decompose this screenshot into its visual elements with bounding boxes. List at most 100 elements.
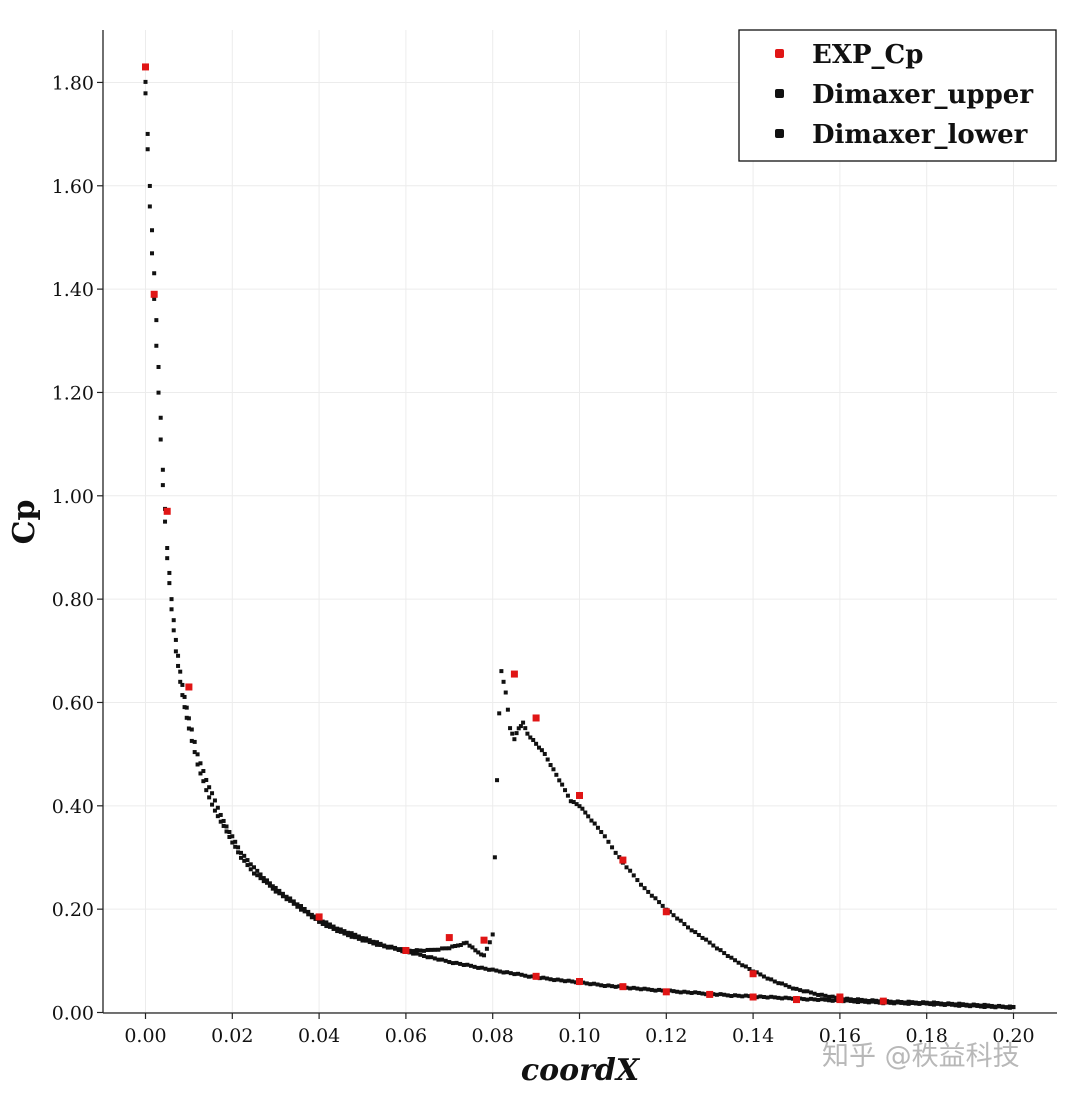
upper-point: [497, 711, 502, 716]
upper-point: [364, 936, 369, 941]
upper-point: [473, 948, 478, 953]
lower-point: [657, 987, 662, 992]
upper-point: [242, 853, 247, 858]
lower-point: [978, 1004, 983, 1009]
upper-point: [557, 778, 562, 783]
lower-point: [541, 975, 546, 980]
lower-point: [700, 991, 705, 996]
upper-point: [273, 885, 278, 890]
upper-point: [606, 839, 611, 844]
upper-point: [210, 791, 215, 796]
upper-point: [521, 720, 526, 725]
lower-point: [986, 1004, 991, 1009]
upper-point: [548, 763, 553, 768]
exp-point: [532, 714, 540, 722]
upper-point: [192, 739, 197, 744]
upper-point: [252, 865, 256, 870]
lower-point: [624, 985, 629, 990]
lower-point: [432, 956, 437, 961]
upper-point: [729, 955, 734, 960]
lower-point: [975, 1003, 980, 1008]
lower-point: [288, 898, 293, 903]
upper-point: [331, 924, 336, 929]
lower-point: [906, 1001, 911, 1006]
exp-point: [749, 970, 757, 978]
lower-point: [642, 986, 647, 991]
lower-point: [479, 965, 484, 970]
lower-point: [552, 978, 557, 983]
upper-point: [152, 271, 157, 276]
lower-point: [454, 960, 459, 965]
lower-point: [150, 251, 155, 256]
x-axis-title: coordX: [521, 1053, 641, 1088]
upper-point: [617, 855, 622, 860]
lower-point: [418, 952, 423, 957]
x-tick-label: 0.02: [211, 1025, 253, 1047]
lower-point: [743, 993, 748, 998]
y-tick-label: 0.40: [52, 796, 94, 818]
lower-point: [874, 1000, 879, 1005]
lower-point: [855, 1000, 860, 1005]
upper-point: [671, 913, 676, 918]
lower-point: [295, 904, 300, 909]
upper-point: [374, 940, 379, 945]
lower-point: [884, 1000, 889, 1005]
upper-point: [906, 999, 911, 1004]
lower-point: [816, 997, 821, 1002]
upper-point: [733, 958, 738, 963]
lower-point: [1011, 1004, 1016, 1009]
upper-point: [696, 932, 701, 937]
lower-point: [559, 978, 564, 983]
lower-point: [801, 997, 806, 1002]
lower-point: [184, 715, 189, 720]
lower-point: [718, 992, 723, 997]
upper-point: [150, 228, 155, 233]
lower-point: [230, 840, 235, 845]
lower-point: [870, 999, 875, 1004]
lower-point: [512, 972, 517, 977]
upper-point: [288, 896, 293, 901]
lower-point: [227, 835, 232, 840]
lower-point: [722, 992, 727, 997]
upper-point: [189, 727, 194, 732]
exp-point: [749, 993, 757, 1001]
lower-point: [989, 1004, 994, 1009]
upper-point: [182, 694, 187, 699]
upper-point: [583, 810, 588, 815]
lower-point: [537, 976, 542, 981]
lower-point: [523, 973, 528, 978]
y-tick-label: 1.20: [52, 382, 94, 404]
lower-point: [548, 977, 553, 982]
lower-point: [617, 984, 622, 989]
upper-point: [736, 960, 741, 965]
lower-point: [704, 992, 709, 997]
upper-point: [291, 899, 296, 904]
upper-point: [707, 940, 712, 945]
lower-point: [389, 945, 394, 950]
upper-point: [418, 948, 423, 953]
lower-point: [827, 998, 832, 1003]
lower-point: [425, 955, 430, 960]
upper-point: [649, 893, 654, 898]
lower-point: [382, 944, 387, 949]
lower-point: [812, 997, 817, 1002]
lower-point: [163, 519, 168, 524]
lower-point: [280, 894, 285, 899]
upper-point: [586, 814, 591, 819]
lower-point: [180, 693, 185, 698]
lower-point: [758, 994, 763, 999]
upper-point: [514, 731, 519, 736]
upper-point: [523, 726, 528, 731]
y-tick-label: 1.40: [52, 279, 94, 301]
lower-point: [165, 556, 170, 561]
upper-point: [539, 748, 544, 753]
upper-point: [551, 767, 556, 772]
upper-point: [327, 922, 332, 927]
lower-point: [729, 993, 734, 998]
lower-point: [570, 979, 575, 984]
lower-point: [367, 940, 372, 945]
lower-point: [490, 967, 495, 972]
exp-point: [793, 996, 800, 1004]
upper-point: [195, 752, 200, 757]
